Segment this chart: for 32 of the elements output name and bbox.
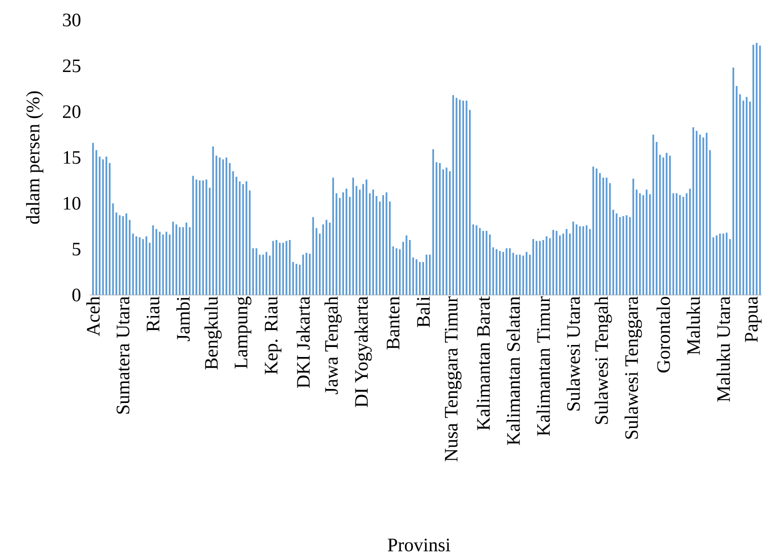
x-tick-label: DI Yogyakarta (354, 296, 372, 408)
x-tick-label: Jambi (176, 296, 190, 342)
x-tick-label: Sulawesi Tenggara (624, 296, 642, 439)
x-tick-label: Maluku Utara (716, 296, 730, 402)
x-tick-label: Kalimantan Selatan (506, 296, 520, 445)
y-tick-label: 5 (72, 242, 80, 256)
x-tick-label: Maluku (686, 296, 700, 355)
y-tick-label: 30 (63, 14, 80, 26)
x-tick-label: Banten (386, 296, 400, 350)
x-tick-label: Papua (745, 296, 762, 342)
x-tick-label: Aceh (86, 296, 100, 336)
y-tick-label: 10 (64, 196, 80, 210)
x-tick-label: Lampung (234, 296, 252, 368)
x-tick-label: DKI Jakarta (296, 296, 310, 388)
y-tick-label: 0 (72, 288, 80, 302)
y-tick-label: 15 (64, 151, 80, 164)
y-axis-title: dalam persen (%) (26, 91, 44, 224)
x-tick-label: Jawa Tengah (324, 296, 342, 394)
x-tick-label: Kalimantan Timur (536, 296, 550, 436)
x-tick-label: Bali (416, 296, 430, 328)
x-tick-label: Kalimantan Barat (476, 296, 490, 430)
x-tick-label: Kep. Riau (264, 296, 282, 374)
x-tick-label: Riau (146, 296, 160, 332)
x-axis-title: Provinsi (388, 538, 450, 552)
x-tick-label: Sumatera Utara (116, 296, 130, 414)
x-tick-label: Sulawesi Tengah (594, 296, 612, 424)
x-tick-label: Nusa Tenggara Timur (444, 296, 462, 462)
y-tick-label: 25 (62, 59, 80, 72)
x-tick-label: Gorontalo (656, 296, 670, 372)
x-tick-label: Bengkulu (204, 296, 222, 370)
x-tick-label: Sulawesi Utara (566, 296, 580, 410)
y-tick-label: 20 (62, 105, 80, 118)
